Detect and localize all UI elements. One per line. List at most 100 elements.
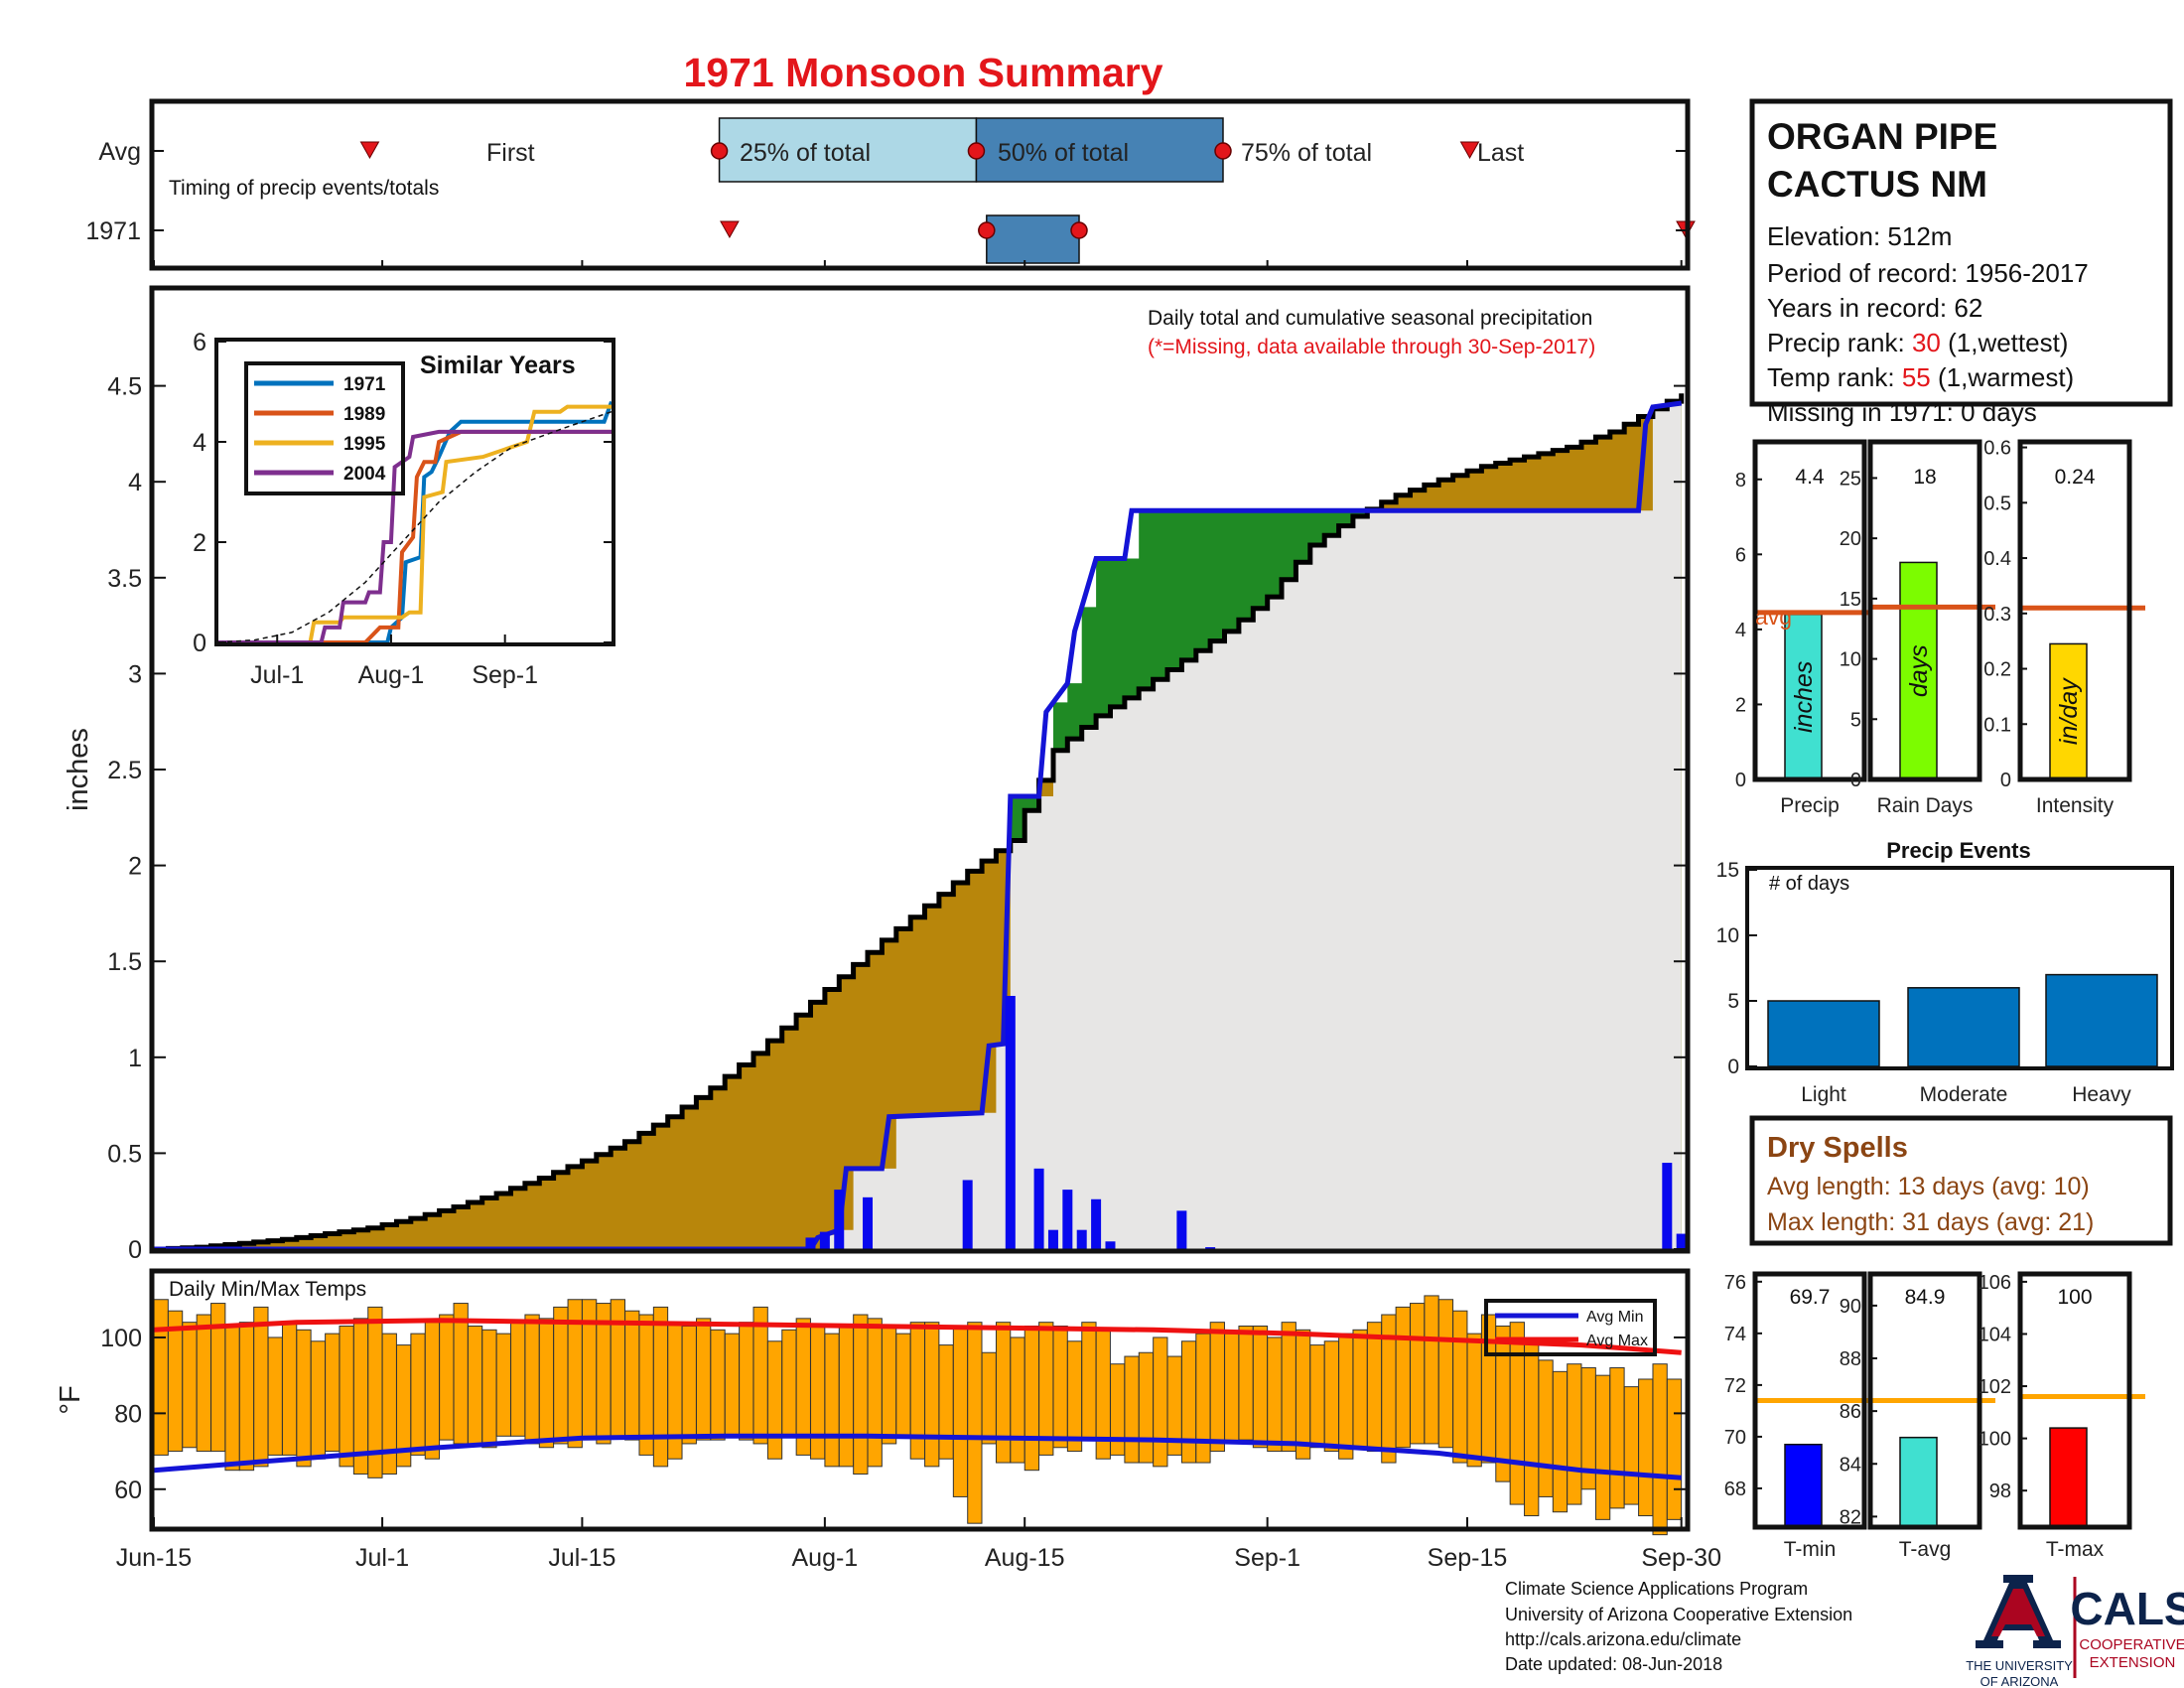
daily-temp-bar — [752, 1306, 768, 1445]
summary-y-tick-label: 15 — [1840, 589, 1861, 611]
figure-title: 1971 Monsoon Summary — [683, 50, 1162, 95]
temps-ylabel: °F — [55, 1385, 86, 1414]
daily-precip-bar — [1005, 995, 1016, 1249]
daily-temp-bar — [1153, 1336, 1168, 1468]
main-missing-note: (*=Missing, data available through 30-Se… — [1148, 336, 1595, 358]
ua-logo-text2: OF ARIZONA — [1980, 1674, 2059, 1688]
timing-first-label: First — [486, 139, 535, 167]
daily-temp-bar — [1524, 1340, 1540, 1517]
x-tick-label: Sep-30 — [1641, 1544, 1721, 1572]
avg-50-75-box — [975, 117, 1224, 183]
station-missing: Missing in 1971: 0 days — [1767, 397, 2037, 427]
year-p75-marker — [1070, 221, 1088, 239]
temp-y-tick-label: 60 — [114, 1477, 142, 1504]
year-p25-marker — [978, 221, 996, 239]
y-tick-label: 2.5 — [107, 757, 142, 784]
dry-spells-max: Max length: 31 days (avg: 21) — [1767, 1208, 2094, 1236]
daily-temp-bar — [267, 1336, 283, 1456]
main-annotation: Daily total and cumulative seasonal prec… — [1148, 307, 1592, 330]
credits: Climate Science Applications Program Uni… — [1505, 1579, 1852, 1674]
event-category-label: Light — [1801, 1083, 1846, 1106]
daily-temp-bar — [1267, 1336, 1283, 1453]
timing-row-avg-label: Avg — [98, 138, 141, 166]
daily-precip-bar — [863, 1196, 874, 1249]
daily-temp-bar — [1124, 1355, 1140, 1464]
daily-temp-bar — [167, 1310, 184, 1453]
daily-temp-bar — [1224, 1333, 1240, 1445]
daily-precip-bar — [1176, 1210, 1187, 1249]
summary-label-0: Precip — [1780, 794, 1840, 817]
event-bar-heavy — [2045, 973, 2158, 1067]
dry-spells-title: Dry Spells — [1767, 1132, 1908, 1164]
x-tick-label: Aug-1 — [792, 1544, 859, 1572]
daily-temp-bar — [867, 1318, 883, 1468]
ua-logo-text1: THE UNIVERSITY — [1966, 1658, 2073, 1673]
temp-panel-frame-0 — [1752, 1271, 1867, 1530]
year-25-75-box — [986, 214, 1080, 264]
year-first-marker — [720, 220, 740, 239]
temp-summary-label-1: T-avg — [1899, 1538, 1952, 1561]
summary-unit-0: inches — [1790, 661, 1818, 733]
temp-summary-bar-1 — [1899, 1436, 1938, 1528]
daily-temp-bar — [810, 1325, 826, 1460]
summary-y-tick-label: 0.3 — [1983, 604, 2011, 626]
daily-temp-bar — [1309, 1344, 1325, 1449]
summary-y-tick-label: 4 — [1735, 620, 1746, 641]
precip-events-ylabel: # of days — [1769, 873, 1849, 895]
event-bar-light — [1767, 1000, 1880, 1067]
daily-temps-plot: 60 80 100 Jun-15 Jul-1 Jul-15 Aug-1 Aug-15 Sep-1… — [100, 1295, 1721, 1572]
daily-temp-bar — [339, 1325, 354, 1468]
event-bar-moderate — [1907, 987, 2020, 1067]
daily-temp-bar — [467, 1325, 483, 1445]
temp-summary-y-tick-label: 90 — [1840, 1296, 1861, 1318]
summary-y-tick-label: 2 — [1735, 694, 1746, 716]
station-name-line2: CACTUS NM — [1767, 164, 1987, 205]
daily-precip-bar — [1076, 1229, 1087, 1249]
daily-temp-bar — [1295, 1329, 1311, 1460]
similar-year-line-1995 — [218, 404, 612, 644]
dry-spells-box: Dry Spells Avg length: 13 days (avg: 10)… — [1749, 1115, 2173, 1246]
x-tick-label: Sep-1 — [1234, 1544, 1300, 1572]
credit-line1: Climate Science Applications Program — [1505, 1579, 1808, 1599]
daily-temp-bar — [938, 1344, 954, 1460]
daily-temp-bar — [1538, 1359, 1554, 1497]
precip-events-chart: Precip Events Light Moderate Heavy 0 5 10 15 #… — [1716, 838, 2174, 1106]
y-tick-label: 2 — [128, 853, 142, 881]
daily-temp-bar — [196, 1314, 211, 1453]
daily-temp-bar — [1437, 1299, 1454, 1449]
daily-temp-bar — [1238, 1325, 1254, 1441]
avg-p25-marker — [710, 142, 729, 160]
daily-precip-bar — [1062, 1190, 1073, 1249]
daily-temp-bar — [1338, 1333, 1354, 1460]
daily-temp-bar — [1567, 1363, 1582, 1505]
avg-min-line — [153, 1433, 1682, 1480]
daily-temp-bar — [1180, 1340, 1197, 1464]
daily-temp-bar — [1652, 1363, 1668, 1536]
timing-panel: Avg 1971 Timing of precip events/totals … — [85, 98, 1696, 271]
summary-avg-label: avg — [1755, 604, 1792, 630]
x-tick-label: Sep-15 — [1428, 1544, 1508, 1572]
daily-precip-bar — [1205, 1247, 1216, 1249]
summary-y-tick-label: 6 — [1735, 544, 1746, 566]
y-tick-label: 4 — [128, 469, 142, 496]
legend-avg-max-label: Avg Max — [1586, 1333, 1648, 1349]
temp-y-tick-label: 100 — [100, 1325, 142, 1352]
event-category-label: Moderate — [1920, 1083, 2008, 1106]
temp-summary-y-tick-label: 98 — [1989, 1480, 2011, 1502]
summary-bar-2 — [2049, 642, 2088, 780]
daily-temp-bar — [995, 1322, 1012, 1464]
average-cumulative-line — [154, 393, 1685, 1252]
temp-summary-value-0: 69.7 — [1790, 1286, 1831, 1309]
summary-y-tick-label: 0.2 — [1983, 659, 2011, 681]
summary-y-tick-label: 0 — [1735, 770, 1746, 791]
y-tick-label: 1 — [128, 1045, 142, 1072]
inset-x-tick-label: Aug-1 — [358, 661, 425, 689]
daily-temp-bar — [610, 1299, 626, 1437]
credit-line4: Date updated: 08-Jun-2018 — [1505, 1654, 1722, 1674]
daily-temp-bar — [1480, 1314, 1497, 1464]
daily-temp-bar — [310, 1340, 327, 1460]
daily-temp-bar — [1509, 1322, 1525, 1505]
station-precip-rank: Precip rank: 30 (1,wettest) — [1767, 328, 2068, 357]
daily-precip-bar — [819, 1231, 830, 1249]
